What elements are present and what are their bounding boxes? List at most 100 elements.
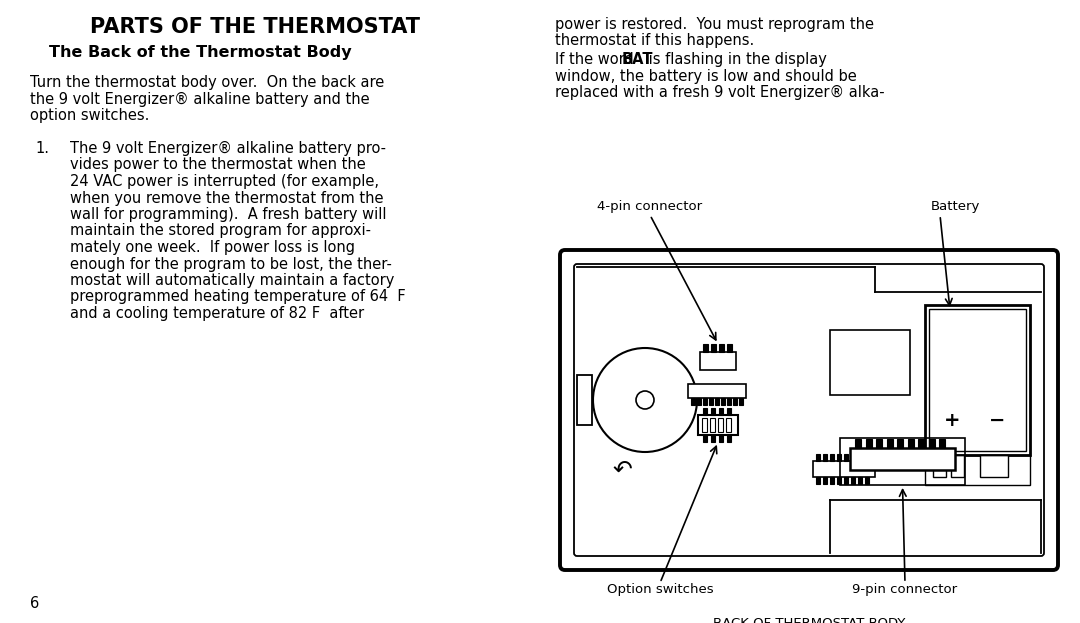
Bar bbox=[577, 375, 592, 425]
Bar bbox=[691, 398, 696, 405]
Bar bbox=[739, 398, 743, 405]
Text: window, the battery is low and should be: window, the battery is low and should be bbox=[555, 69, 856, 84]
Bar bbox=[951, 455, 964, 477]
Bar bbox=[831, 477, 834, 484]
Bar bbox=[715, 398, 719, 405]
Text: ↶: ↶ bbox=[612, 458, 632, 482]
Text: power is restored.  You must reprogram the: power is restored. You must reprogram th… bbox=[555, 17, 874, 32]
Text: is flashing in the display: is flashing in the display bbox=[644, 52, 827, 67]
Bar bbox=[907, 439, 914, 448]
Bar bbox=[865, 454, 869, 461]
Bar bbox=[727, 344, 732, 352]
Bar bbox=[816, 477, 820, 484]
Text: 9-pin connector: 9-pin connector bbox=[852, 583, 958, 596]
Bar bbox=[727, 408, 731, 415]
Bar bbox=[897, 439, 903, 448]
Bar bbox=[843, 477, 848, 484]
Bar bbox=[850, 448, 955, 470]
Bar bbox=[726, 418, 731, 432]
Bar bbox=[865, 477, 869, 484]
Bar bbox=[858, 454, 862, 461]
Bar bbox=[816, 454, 820, 461]
Text: thermostat if this happens.: thermostat if this happens. bbox=[555, 34, 754, 49]
Circle shape bbox=[593, 348, 697, 452]
Text: when you remove the thermostat from the: when you remove the thermostat from the bbox=[70, 191, 383, 206]
Bar bbox=[929, 309, 1026, 451]
Bar bbox=[939, 439, 945, 448]
Bar bbox=[719, 435, 723, 442]
FancyBboxPatch shape bbox=[561, 250, 1058, 570]
Bar bbox=[708, 398, 713, 405]
Bar bbox=[840, 438, 966, 485]
Bar bbox=[933, 455, 946, 477]
Text: If the word: If the word bbox=[555, 52, 638, 67]
Bar bbox=[710, 418, 715, 432]
Bar bbox=[924, 305, 1030, 455]
Circle shape bbox=[636, 391, 654, 409]
Text: and a cooling temperature of 82 F  after: and a cooling temperature of 82 F after bbox=[70, 306, 364, 321]
Bar bbox=[855, 439, 861, 448]
Bar bbox=[721, 398, 725, 405]
Bar bbox=[823, 454, 827, 461]
Bar bbox=[702, 418, 707, 432]
Text: preprogrammed heating temperature of 64  F: preprogrammed heating temperature of 64 … bbox=[70, 290, 406, 305]
Bar bbox=[837, 454, 841, 461]
Text: option switches.: option switches. bbox=[30, 108, 149, 123]
Text: mostat will automatically maintain a factory: mostat will automatically maintain a fac… bbox=[70, 273, 394, 288]
Bar bbox=[851, 477, 855, 484]
Bar bbox=[851, 454, 855, 461]
Text: Turn the thermostat body over.  On the back are: Turn the thermostat body over. On the ba… bbox=[30, 75, 384, 90]
Bar bbox=[823, 477, 827, 484]
Bar bbox=[727, 435, 731, 442]
FancyBboxPatch shape bbox=[573, 264, 1044, 556]
Bar bbox=[918, 439, 924, 448]
Text: the 9 volt Energizer® alkaline battery and the: the 9 volt Energizer® alkaline battery a… bbox=[30, 92, 369, 107]
Bar bbox=[887, 439, 892, 448]
Text: mately one week.  If power loss is long: mately one week. If power loss is long bbox=[70, 240, 355, 255]
Bar bbox=[711, 435, 715, 442]
Bar bbox=[831, 330, 910, 395]
Bar bbox=[980, 455, 1008, 477]
Bar bbox=[703, 408, 707, 415]
Text: Battery: Battery bbox=[930, 200, 980, 213]
Text: BAT: BAT bbox=[622, 52, 653, 67]
Text: wall for programming).  A fresh battery will: wall for programming). A fresh battery w… bbox=[70, 207, 387, 222]
Text: enough for the program to be lost, the ther-: enough for the program to be lost, the t… bbox=[70, 257, 392, 272]
Bar bbox=[858, 477, 862, 484]
Text: BACK OF THERMOSTAT BODY: BACK OF THERMOSTAT BODY bbox=[713, 617, 905, 623]
Bar bbox=[703, 344, 708, 352]
Bar bbox=[688, 384, 746, 398]
Text: The Back of the Thermostat Body: The Back of the Thermostat Body bbox=[49, 45, 351, 60]
Bar bbox=[727, 398, 731, 405]
Bar bbox=[876, 439, 882, 448]
Text: maintain the stored program for approxi-: maintain the stored program for approxi- bbox=[70, 224, 372, 239]
Bar bbox=[924, 455, 1030, 485]
Bar bbox=[733, 398, 737, 405]
Text: 1.: 1. bbox=[35, 141, 49, 156]
Text: 4-pin connector: 4-pin connector bbox=[597, 200, 703, 213]
Text: 6: 6 bbox=[30, 596, 39, 611]
Bar bbox=[711, 408, 715, 415]
Bar bbox=[718, 418, 723, 432]
Text: −: − bbox=[989, 411, 1005, 429]
Bar bbox=[711, 344, 716, 352]
Bar bbox=[698, 415, 738, 435]
Bar bbox=[719, 408, 723, 415]
Bar bbox=[831, 454, 834, 461]
Text: Option switches: Option switches bbox=[607, 583, 713, 596]
Text: PARTS OF THE THERMOSTAT: PARTS OF THE THERMOSTAT bbox=[90, 17, 420, 37]
Text: +: + bbox=[944, 411, 960, 429]
Bar bbox=[813, 461, 875, 477]
Bar bbox=[929, 439, 934, 448]
Bar bbox=[843, 454, 848, 461]
Text: The 9 volt Energizer® alkaline battery pro-: The 9 volt Energizer® alkaline battery p… bbox=[70, 141, 386, 156]
Text: 24 VAC power is interrupted (for example,: 24 VAC power is interrupted (for example… bbox=[70, 174, 379, 189]
Bar bbox=[700, 352, 735, 370]
Text: replaced with a fresh 9 volt Energizer® alka-: replaced with a fresh 9 volt Energizer® … bbox=[555, 85, 885, 100]
Bar bbox=[703, 435, 707, 442]
Bar bbox=[865, 439, 872, 448]
Bar bbox=[719, 344, 724, 352]
Bar bbox=[697, 398, 701, 405]
Bar bbox=[837, 477, 841, 484]
Bar bbox=[703, 398, 707, 405]
